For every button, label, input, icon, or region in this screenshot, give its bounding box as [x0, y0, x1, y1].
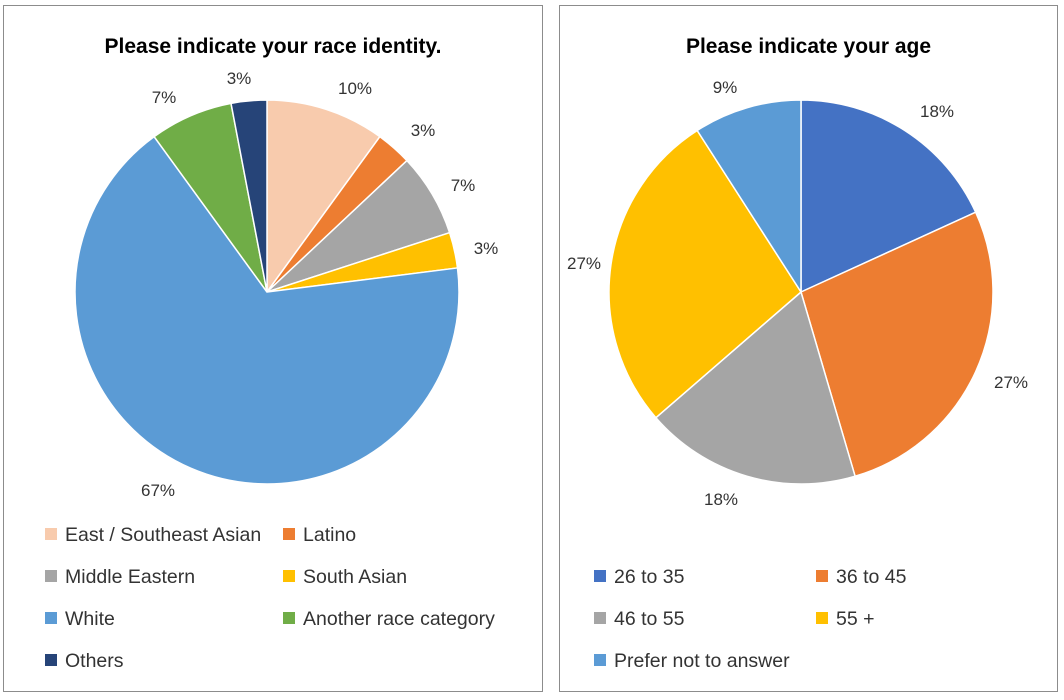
race-chart-title: Please indicate your race identity. — [104, 35, 442, 58]
race-legend-label: Latino — [303, 524, 357, 546]
race-legend-item-middle-eastern: Middle Eastern — [45, 566, 195, 589]
race-legend-swatch — [45, 527, 57, 540]
race-legend-swatch — [45, 611, 57, 624]
age-legend-swatch — [594, 653, 606, 666]
race-legend-item-white: White — [45, 608, 115, 631]
age-legend-item-36-to-45: 36 to 45 — [816, 566, 906, 589]
age-legend-label: 36 to 45 — [836, 566, 907, 588]
age-slice-prefer-not-to-answer — [696, 99, 802, 295]
age-slice-36-to-45 — [800, 211, 994, 478]
age-data-label-36-to-45: 27% — [994, 373, 1028, 392]
race-legend-item-latino: Latino — [283, 524, 356, 547]
race-slice-east-southeast-asian — [266, 99, 381, 295]
age-chart-title: Please indicate your age — [685, 35, 932, 58]
age-slice-46-to-55 — [654, 290, 857, 485]
age-legend-swatch — [816, 611, 828, 624]
age-legend-label: 46 to 55 — [614, 608, 685, 630]
race-legend-swatch — [283, 527, 295, 540]
age-legend-swatch — [594, 569, 606, 582]
race-legend-label: Middle Eastern — [65, 566, 196, 588]
age-slice-26-to-35 — [800, 99, 977, 294]
race-legend-item-others: Others — [45, 650, 124, 673]
race-legend-swatch — [45, 653, 57, 666]
race-data-label-white: 67% — [141, 481, 175, 500]
race-legend-item-another-race-category: Another race category — [283, 608, 495, 631]
race-slice-others — [230, 99, 268, 293]
race-data-label-middle-eastern: 7% — [451, 176, 476, 195]
age-legend-item-55: 55 + — [816, 608, 875, 631]
age-data-label-46-to-55: 18% — [704, 490, 738, 509]
age-data-label-26-to-35: 18% — [920, 102, 954, 121]
age-slice-55 — [608, 129, 802, 419]
race-data-label-another-race-category: 7% — [152, 88, 177, 107]
age-legend-label: 55 + — [836, 608, 875, 630]
race-data-label-others: 3% — [227, 69, 252, 88]
race-data-label-south-asian: 3% — [474, 239, 499, 258]
race-legend-label: Another race category — [303, 608, 495, 630]
age-legend-item-prefer-not-to-answer: Prefer not to answer — [594, 650, 790, 673]
race-legend-swatch — [283, 569, 295, 582]
age-legend-item-26-to-35: 26 to 35 — [594, 566, 684, 589]
age-data-label-prefer-not-to-answer: 9% — [713, 78, 738, 97]
race-legend-label: South Asian — [303, 566, 408, 588]
race-legend-swatch — [283, 611, 295, 624]
age-legend-item-46-to-55: 46 to 55 — [594, 608, 684, 631]
race-slice-white — [74, 135, 460, 485]
race-legend-item-east-southeast-asian: East / Southeast Asian — [45, 524, 261, 547]
race-legend-item-south-asian: South Asian — [283, 566, 407, 589]
age-legend-label: 26 to 35 — [614, 566, 685, 588]
race-legend-label: White — [65, 608, 115, 630]
race-legend-swatch — [45, 569, 57, 582]
age-data-label-55: 27% — [567, 254, 601, 273]
race-legend-label: Others — [65, 650, 124, 672]
age-legend-label: Prefer not to answer — [614, 650, 790, 672]
race-data-label-east-southeast-asian: 10% — [338, 79, 372, 98]
age-legend-swatch — [816, 569, 828, 582]
age-legend-swatch — [594, 611, 606, 624]
race-data-label-latino: 3% — [411, 121, 436, 140]
race-legend-label: East / Southeast Asian — [65, 524, 262, 546]
